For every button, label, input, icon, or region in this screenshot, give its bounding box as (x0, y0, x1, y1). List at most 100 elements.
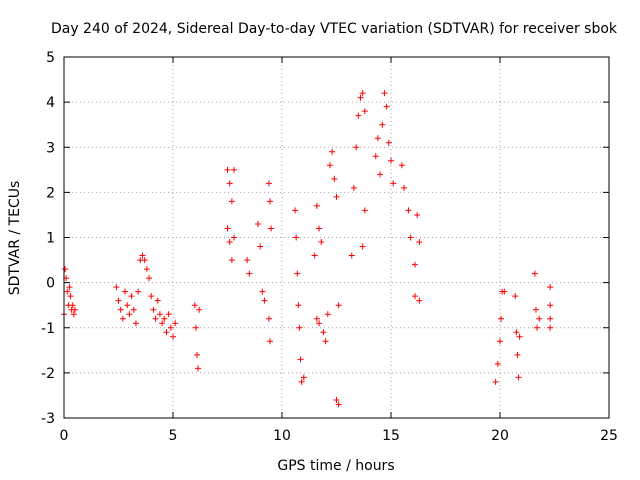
x-tick-label: 15 (382, 428, 400, 444)
x-tick-label: 20 (491, 428, 509, 444)
y-tick-label: 2 (46, 185, 55, 201)
data-point (132, 320, 139, 327)
data-point (196, 306, 203, 313)
data-point (226, 239, 233, 246)
data-point (163, 329, 170, 336)
data-point (359, 243, 366, 250)
data-point (119, 315, 126, 322)
x-tick-label: 0 (60, 428, 69, 444)
data-point (156, 311, 163, 318)
data-point (62, 266, 69, 273)
data-point (293, 234, 300, 241)
data-point (313, 315, 320, 322)
x-tick-label: 10 (273, 428, 291, 444)
data-point (516, 333, 523, 340)
x-axis-label: GPS time / hours (277, 458, 394, 474)
data-point (513, 329, 520, 336)
data-point (322, 338, 329, 345)
y-tick-label: -1 (41, 321, 55, 337)
data-point (390, 180, 397, 187)
data-point (350, 184, 357, 191)
data-point (531, 270, 538, 277)
data-point (361, 207, 368, 214)
data-point (165, 311, 172, 318)
data-point (246, 270, 253, 277)
x-tick-label: 5 (169, 428, 178, 444)
data-point (388, 157, 394, 164)
data-point (167, 324, 174, 331)
data-point (191, 302, 198, 309)
data-point (357, 94, 364, 101)
y-tick-label: 1 (46, 231, 55, 247)
y-tick-label: -3 (41, 411, 55, 427)
data-point (300, 374, 307, 381)
data-point (411, 261, 418, 268)
data-point (361, 108, 368, 115)
data-point (294, 270, 301, 277)
data-point (113, 284, 120, 291)
axes: 0 5 10 15 20 25 -3 -2 -1 0 1 2 3 4 5 (41, 50, 618, 444)
data-point (359, 90, 366, 97)
data-point (228, 198, 235, 205)
data-point (265, 180, 272, 187)
data-point (161, 315, 168, 322)
data-point (379, 121, 386, 128)
data-point (124, 302, 131, 309)
y-tick-label: 3 (46, 140, 55, 156)
data-point (152, 315, 159, 322)
data-point (534, 324, 541, 331)
data-point (411, 293, 418, 300)
data-point (416, 239, 423, 246)
data-point (70, 311, 77, 318)
data-point (139, 252, 146, 259)
data-point (150, 306, 157, 313)
data-point (257, 243, 264, 250)
data-point (416, 297, 423, 304)
data-point (148, 293, 155, 300)
data-point (374, 135, 381, 142)
chart-title: Day 240 of 2024, Sidereal Day-to-day VTE… (51, 21, 618, 37)
data-point (547, 302, 554, 309)
data-point (231, 166, 238, 173)
data-point (268, 225, 275, 232)
data-point (512, 293, 519, 300)
data-point (324, 311, 331, 318)
y-tick-label: 4 (46, 95, 55, 111)
data-point (298, 378, 305, 385)
data-point (296, 324, 303, 331)
data-point (353, 144, 360, 151)
y-tick-label: 0 (46, 276, 55, 292)
data-point (536, 315, 543, 322)
data-points (61, 90, 554, 408)
data-point (130, 306, 137, 313)
data-point (385, 139, 392, 146)
data-point (401, 184, 408, 191)
data-point (333, 396, 340, 403)
data-point (228, 257, 235, 264)
data-point (492, 378, 499, 385)
data-point (297, 356, 304, 363)
data-point (193, 351, 200, 358)
data-point (146, 275, 153, 282)
data-point (329, 148, 336, 155)
data-point (335, 302, 342, 309)
plot-frame (63, 56, 610, 419)
y-tick-label: 5 (46, 50, 55, 66)
data-point (71, 306, 78, 313)
data-point (170, 333, 176, 340)
data-point (195, 365, 202, 372)
data-point (326, 162, 333, 169)
data-point (381, 90, 388, 97)
data-point (265, 315, 272, 322)
data-point (515, 374, 522, 381)
data-point (547, 315, 554, 322)
data-point (128, 293, 135, 300)
data-point (126, 311, 133, 318)
data-point (154, 297, 161, 304)
data-point (335, 401, 342, 408)
data-point (501, 288, 508, 295)
data-point (316, 225, 323, 232)
data-point (267, 198, 274, 205)
data-point (67, 293, 74, 300)
